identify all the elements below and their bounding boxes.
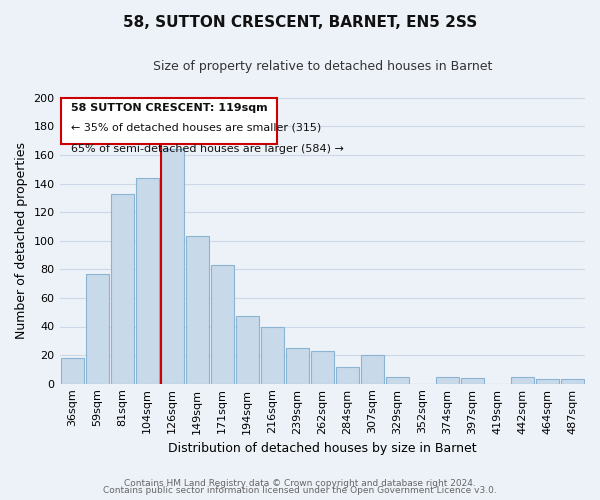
Bar xyxy=(161,149,184,384)
Bar xyxy=(511,376,534,384)
Bar xyxy=(211,265,233,384)
Bar xyxy=(561,380,584,384)
Text: 58, SUTTON CRESCENT, BARNET, EN5 2SS: 58, SUTTON CRESCENT, BARNET, EN5 2SS xyxy=(123,15,477,30)
Bar xyxy=(261,326,284,384)
FancyBboxPatch shape xyxy=(61,98,277,144)
X-axis label: Distribution of detached houses by size in Barnet: Distribution of detached houses by size … xyxy=(168,442,476,455)
Bar xyxy=(536,380,559,384)
Bar xyxy=(61,358,83,384)
Bar xyxy=(336,366,359,384)
Bar xyxy=(311,351,334,384)
Text: 65% of semi-detached houses are larger (584) →: 65% of semi-detached houses are larger (… xyxy=(71,144,344,154)
Bar xyxy=(286,348,309,384)
Bar xyxy=(86,274,109,384)
Bar xyxy=(136,178,158,384)
Bar xyxy=(461,378,484,384)
Bar xyxy=(361,355,384,384)
Title: Size of property relative to detached houses in Barnet: Size of property relative to detached ho… xyxy=(152,60,492,73)
Bar xyxy=(110,194,134,384)
Y-axis label: Number of detached properties: Number of detached properties xyxy=(15,142,28,339)
Text: 58 SUTTON CRESCENT: 119sqm: 58 SUTTON CRESCENT: 119sqm xyxy=(71,104,268,114)
Bar xyxy=(386,376,409,384)
Text: ← 35% of detached houses are smaller (315): ← 35% of detached houses are smaller (31… xyxy=(71,122,322,132)
Bar xyxy=(185,236,209,384)
Text: Contains HM Land Registry data © Crown copyright and database right 2024.: Contains HM Land Registry data © Crown c… xyxy=(124,478,476,488)
Bar xyxy=(236,316,259,384)
Text: Contains public sector information licensed under the Open Government Licence v3: Contains public sector information licen… xyxy=(103,486,497,495)
Bar xyxy=(436,376,459,384)
